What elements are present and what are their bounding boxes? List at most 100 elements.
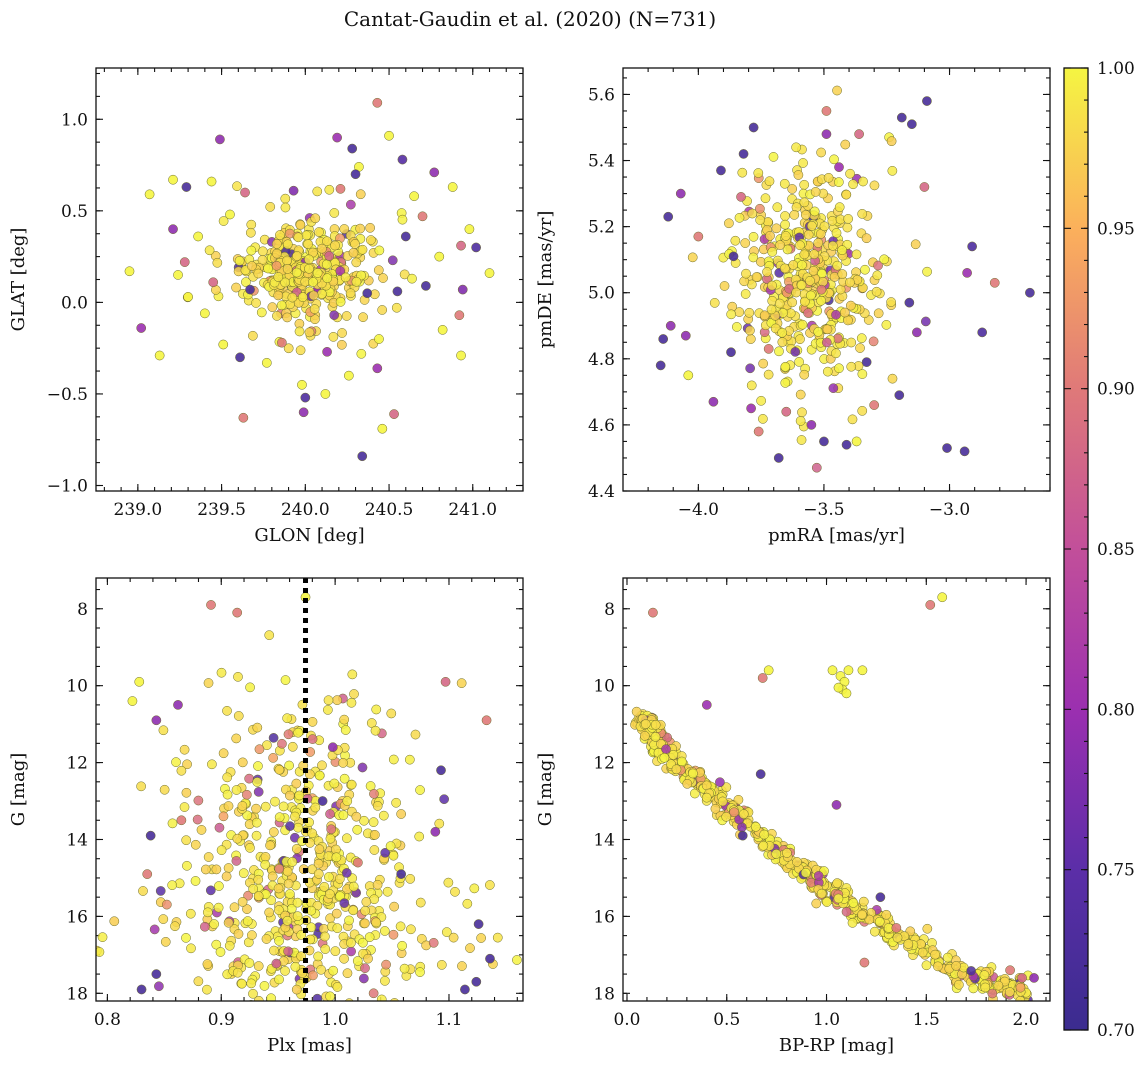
data-point — [887, 165, 898, 176]
data-point — [816, 888, 827, 899]
data-point — [371, 704, 382, 715]
data-point — [454, 310, 465, 321]
scatter-points — [655, 85, 1035, 473]
x-axis-label: GLON [deg] — [254, 525, 364, 546]
data-point — [267, 302, 278, 313]
x-tick-label: 240.0 — [281, 500, 330, 520]
data-point — [799, 197, 810, 208]
data-point — [320, 944, 331, 954]
data-point — [232, 181, 242, 192]
data-point — [780, 211, 790, 221]
data-point — [869, 400, 880, 410]
data-point — [417, 211, 428, 222]
data-point — [176, 815, 187, 826]
y-tick-label: 14 — [593, 830, 615, 850]
data-point — [274, 764, 285, 775]
data-point — [481, 715, 492, 726]
data-point — [980, 982, 991, 993]
data-point — [796, 435, 807, 445]
data-point — [937, 592, 948, 603]
data-point — [780, 361, 791, 372]
data-point — [389, 901, 399, 912]
data-point — [297, 292, 308, 302]
data-point — [650, 720, 661, 730]
data-point — [338, 810, 349, 820]
x-tick-label: 239.5 — [197, 500, 246, 520]
axes-frame — [622, 67, 1051, 492]
data-point — [392, 1008, 401, 1017]
data-point — [257, 246, 268, 257]
data-point — [292, 897, 303, 908]
data-point — [765, 230, 775, 241]
data-point — [827, 215, 838, 226]
data-point — [229, 902, 240, 913]
data-point — [179, 802, 190, 812]
data-point — [377, 423, 388, 434]
data-point — [919, 182, 930, 192]
data-point — [989, 277, 1000, 288]
data-point — [758, 414, 768, 424]
data-point — [845, 300, 856, 311]
data-point — [282, 915, 293, 926]
data-point — [485, 953, 495, 964]
data-point — [173, 700, 183, 710]
data-point — [233, 671, 243, 682]
data-point — [887, 373, 898, 384]
data-point — [797, 260, 807, 270]
data-point — [213, 902, 224, 913]
data-point — [781, 406, 792, 417]
data-point — [340, 272, 351, 283]
data-point — [345, 288, 356, 299]
data-point — [346, 938, 356, 948]
y-tick-label: 10 — [66, 677, 88, 697]
data-point — [355, 223, 366, 234]
data-point — [378, 810, 389, 821]
data-point — [782, 244, 793, 255]
data-point — [261, 1007, 270, 1016]
data-point — [800, 867, 811, 878]
data-point — [847, 414, 858, 425]
data-point — [436, 765, 446, 776]
colorbar-tick-label: 0.85 — [1097, 540, 1135, 560]
data-point — [846, 337, 857, 348]
data-point — [283, 946, 293, 957]
data-point — [205, 885, 216, 896]
x-axis-label: pmRA [mas/yr] — [768, 525, 905, 546]
data-point — [246, 245, 257, 256]
data-point — [335, 184, 346, 194]
data-point — [774, 346, 784, 357]
data-point — [258, 1023, 267, 1032]
y-tick-label: 4.8 — [588, 350, 615, 370]
data-point — [341, 311, 352, 321]
data-point — [274, 812, 285, 823]
data-point — [331, 852, 342, 863]
data-point — [390, 998, 399, 1001]
data-point — [308, 970, 318, 981]
data-point — [231, 856, 242, 866]
data-point — [456, 240, 466, 251]
data-point — [353, 857, 363, 868]
data-point — [492, 932, 503, 943]
data-point — [245, 682, 255, 693]
data-point — [261, 357, 272, 368]
data-point — [266, 993, 276, 1001]
data-point — [780, 378, 791, 388]
data-point — [245, 284, 255, 295]
data-point — [440, 676, 451, 687]
data-point — [340, 725, 351, 735]
data-point — [434, 818, 445, 829]
data-point — [457, 961, 467, 971]
data-point — [273, 272, 284, 282]
data-point — [346, 697, 357, 708]
data-point — [813, 327, 824, 337]
data-point — [755, 769, 766, 779]
data-point — [256, 307, 267, 318]
data-point — [254, 744, 265, 755]
data-point — [828, 383, 839, 394]
data-point — [832, 85, 842, 96]
data-point — [920, 316, 931, 327]
data-point — [202, 984, 212, 995]
data-point — [260, 801, 271, 812]
data-point — [794, 357, 804, 367]
data-point — [823, 172, 834, 183]
